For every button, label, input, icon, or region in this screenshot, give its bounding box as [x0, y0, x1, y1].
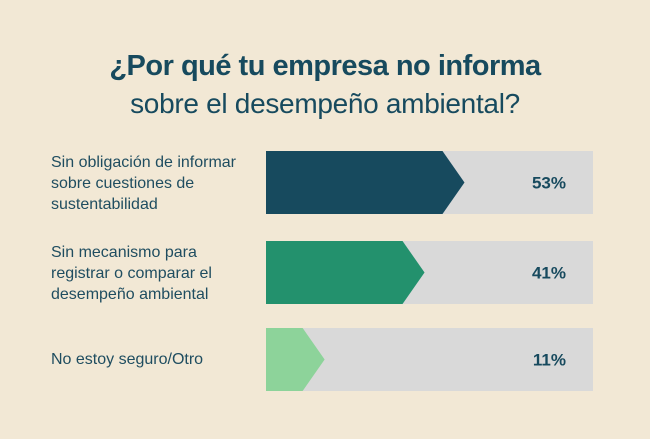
category-label-line: No estoy seguro/Otro: [51, 351, 204, 368]
category-label-line: Sin mecanismo para: [51, 244, 197, 261]
bar: [266, 241, 425, 304]
category-label-line: Sin obligación de informar: [51, 154, 236, 171]
value-label: 41%: [532, 264, 566, 283]
chart-subtitle: sobre el desempeño ambiental?: [130, 88, 520, 119]
category-label-line: desempeño ambiental: [51, 286, 209, 303]
category-label-2: No estoy seguro/Otro: [51, 349, 261, 370]
category-label-line: sobre cuestiones de: [51, 175, 195, 192]
category-label-line: sustentabilidad: [51, 196, 158, 213]
bar: [266, 151, 465, 214]
value-label: 11%: [533, 351, 566, 370]
bar: [266, 328, 325, 391]
chart-title: ¿Por qué tu empresa no informa: [109, 50, 541, 82]
value-label: 53%: [532, 174, 566, 193]
category-label-1: Sin mecanismo para registrar o comparar …: [51, 242, 261, 305]
category-label-0: Sin obligación de informar sobre cuestio…: [51, 152, 261, 215]
category-label-line: registrar o comparar el: [51, 265, 212, 282]
